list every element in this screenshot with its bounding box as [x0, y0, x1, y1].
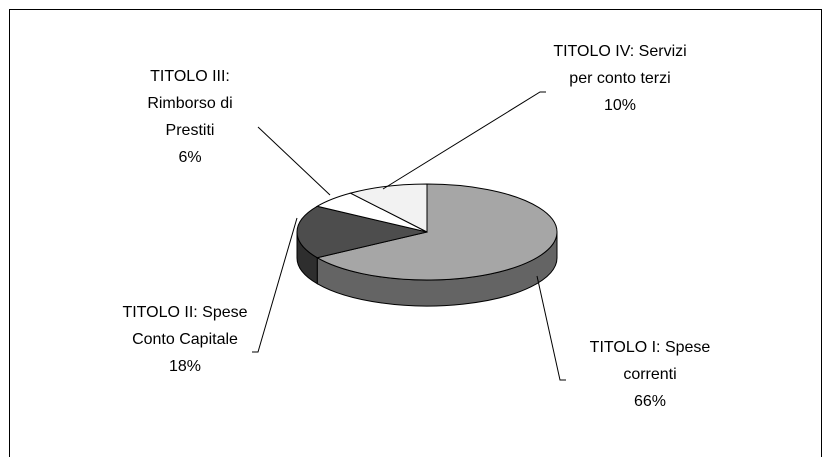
slice-label: TITOLO IV: Servizi per conto terzi 10% — [545, 38, 695, 119]
slice-label: TITOLO I: Spese correnti 66% — [570, 334, 730, 415]
slice-name: TITOLO IV: Servizi per conto terzi — [553, 43, 687, 87]
slice — [315, 183, 558, 281]
slice-name: TITOLO III: Rimborso di Prestiti — [147, 68, 233, 139]
slice-name: TITOLO I: Spese correnti — [589, 339, 711, 383]
slice-percent: 66% — [633, 393, 667, 410]
slice-percent: 10% — [603, 97, 637, 114]
slice-percent: 6% — [178, 149, 202, 166]
slice-label: TITOLO II: Spese Conto Capitale 18% — [120, 299, 250, 380]
leader-line — [536, 275, 566, 381]
slice-name: TITOLO II: Spese Conto Capitale — [122, 304, 248, 348]
leader-line — [257, 126, 331, 196]
slice — [296, 205, 428, 259]
pie — [296, 183, 558, 307]
leader-line — [252, 217, 298, 353]
slice-label: TITOLO III: Rimborso di Prestiti 6% — [125, 63, 255, 171]
slice-percent: 18% — [168, 358, 202, 375]
leader-line — [382, 91, 546, 190]
